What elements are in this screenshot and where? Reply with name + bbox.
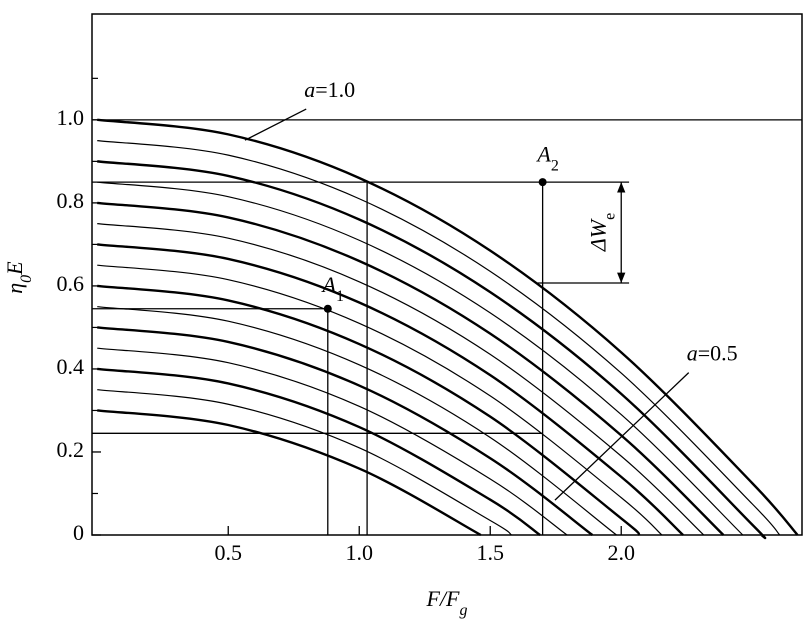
y-axis-label: η0E — [2, 261, 35, 294]
annotation-part: e — [601, 213, 618, 220]
x-axis-label-part: F/F — [426, 586, 461, 611]
y-tick-label: 0 — [73, 520, 84, 545]
annotation-part: 2 — [551, 157, 559, 174]
curve — [97, 264, 663, 536]
annotation-part: A — [321, 272, 337, 297]
curve — [97, 409, 482, 537]
annotation-part: ΔW — [586, 218, 611, 252]
curve — [97, 306, 617, 536]
y-axis-label-part: 0 — [18, 275, 35, 283]
curve — [97, 140, 781, 536]
annotation: ΔWe — [586, 213, 619, 252]
curve — [97, 243, 684, 536]
plot-frame — [91, 13, 803, 536]
y-axis-label-part: η — [2, 283, 27, 294]
curve — [97, 118, 799, 536]
annotation: a=0.5 — [687, 341, 738, 366]
annotation-part: a — [304, 77, 315, 102]
y-tick-label: 0.8 — [57, 188, 85, 213]
annotation-part: 1 — [336, 288, 344, 305]
x-tick-label: 0.5 — [214, 540, 242, 565]
curve — [97, 181, 744, 536]
point — [538, 178, 547, 187]
leader-line — [554, 372, 690, 501]
annotation: a=1.0 — [304, 77, 355, 102]
curve — [97, 326, 594, 536]
annotation-part: a — [687, 341, 698, 366]
x-axis-label: F/Fg — [426, 586, 468, 619]
x-tick-label: 1.5 — [476, 540, 504, 565]
annotation-part: =1.0 — [315, 77, 355, 102]
curve — [97, 367, 541, 536]
curve — [97, 284, 641, 536]
curve — [97, 160, 767, 540]
x-tick-label: 2.0 — [607, 540, 635, 565]
x-axis-label-part: g — [460, 602, 468, 619]
curve — [97, 347, 568, 536]
y-axis-label-part: E — [2, 261, 27, 276]
y-tick-label: 0.2 — [57, 437, 85, 462]
curve — [97, 389, 512, 536]
y-tick-label: 0.4 — [57, 354, 85, 379]
x-tick-label: 1.0 — [345, 540, 373, 565]
annotation: A1 — [321, 272, 344, 305]
curve — [97, 201, 725, 536]
curve — [97, 223, 705, 536]
y-tick-label: 0.6 — [57, 271, 85, 296]
annotation-part: =0.5 — [698, 341, 738, 366]
annotation: A2 — [535, 141, 558, 174]
leader-line — [244, 108, 307, 141]
y-tick-label: 1.0 — [57, 105, 85, 130]
point — [323, 304, 332, 313]
annotation-part: A — [535, 141, 551, 166]
